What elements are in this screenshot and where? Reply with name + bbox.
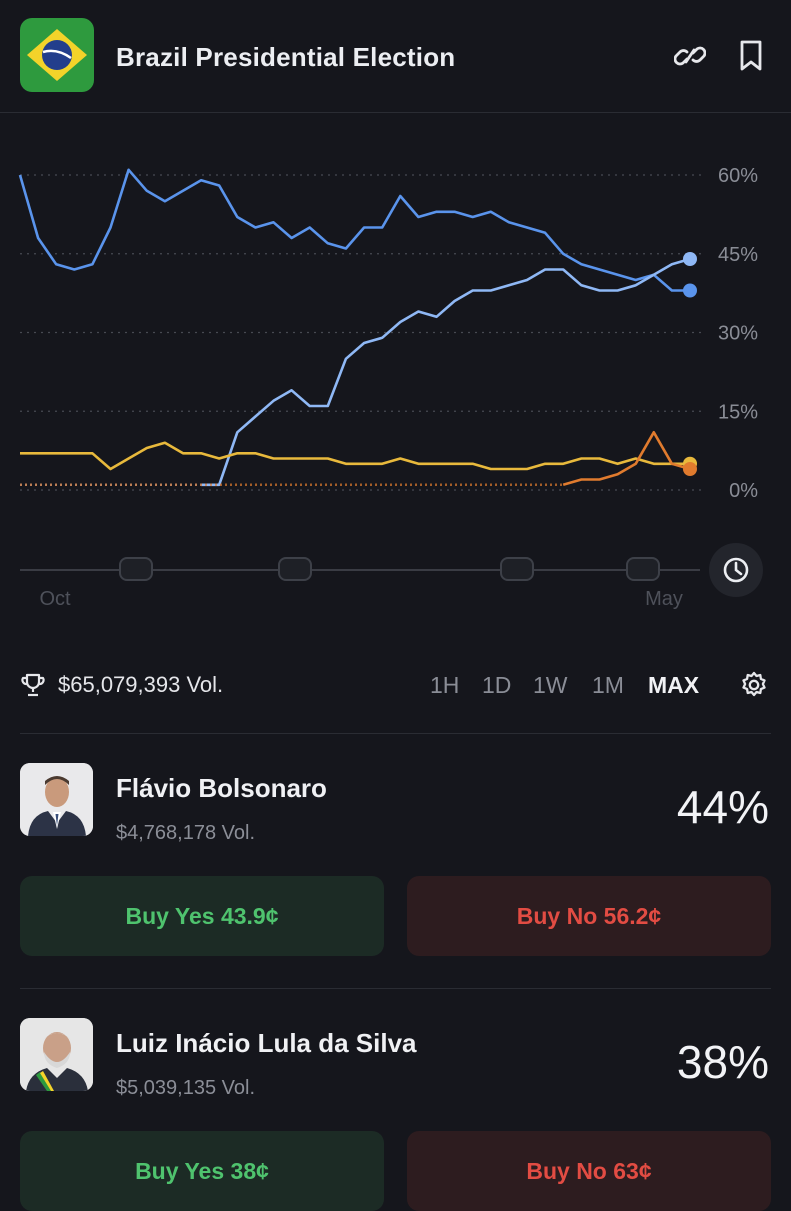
- total-volume: $65,079,393 Vol.: [58, 672, 224, 697]
- candidate-name: Luiz Inácio Lula da Silva: [116, 1028, 417, 1058]
- buy-no-button[interactable]: Buy No 56.2¢: [407, 876, 771, 956]
- buy-no-button[interactable]: Buy No 63¢: [407, 1131, 771, 1211]
- time-slider-handle[interactable]: [500, 557, 534, 581]
- trophy-icon: [20, 672, 46, 698]
- candidate-name: Flávio Bolsonaro: [116, 773, 327, 803]
- brazil-flag-icon: [20, 18, 94, 92]
- time-slider-handle[interactable]: [626, 557, 660, 581]
- avatar: [20, 1018, 93, 1091]
- candidate-percent: 38%: [676, 1036, 769, 1088]
- time-slider-handle[interactable]: [278, 557, 312, 581]
- series-end-point: [683, 283, 697, 298]
- candidate-volume: $4,768,178 Vol.: [116, 822, 256, 844]
- timeframe-1m[interactable]: 1M: [592, 672, 624, 698]
- candidate-percent: 44%: [676, 781, 769, 833]
- chart-svg: 60% 45% 30% 15% 0% Oct May: [18, 165, 758, 610]
- y-tick-label: 30%: [718, 323, 758, 345]
- y-tick-label: 15%: [718, 401, 758, 423]
- candidate-volume: $5,039,135 Vol.: [116, 1077, 256, 1099]
- bookmark-icon[interactable]: [737, 38, 769, 74]
- timeframe-max[interactable]: MAX: [648, 672, 700, 698]
- series-line: [18, 168, 690, 292]
- clock-button[interactable]: [709, 543, 763, 597]
- series-line: [201, 257, 691, 487]
- buy-yes-button[interactable]: Buy Yes 38¢: [20, 1131, 384, 1211]
- divider: [20, 733, 771, 734]
- gear-icon[interactable]: [739, 670, 769, 700]
- page-title: Brazil Presidential Election: [116, 42, 456, 72]
- market-header: Brazil Presidential Election: [0, 0, 791, 113]
- link-icon[interactable]: [673, 38, 707, 74]
- x-tick-label: May: [645, 588, 683, 610]
- avatar: [20, 763, 93, 836]
- time-slider-handle[interactable]: [119, 557, 153, 581]
- clock-icon: [723, 557, 749, 583]
- timeframe-1d[interactable]: 1D: [482, 672, 512, 698]
- price-chart[interactable]: 60% 45% 30% 15% 0% Oct May: [0, 115, 791, 640]
- series-end-point: [683, 252, 697, 266]
- buy-yes-button[interactable]: Buy Yes 43.9¢: [20, 876, 384, 956]
- series-end-point: [683, 462, 697, 476]
- divider: [20, 988, 771, 989]
- y-tick-label: 60%: [718, 165, 758, 187]
- chart-controls: $65,079,393 Vol. 1H 1D 1W 1M MAX: [0, 660, 791, 710]
- y-tick-label: 0%: [729, 480, 758, 502]
- timeframe-1w[interactable]: 1W: [533, 672, 568, 698]
- series-line: [562, 430, 691, 487]
- x-tick-label: Oct: [39, 588, 71, 610]
- y-tick-label: 45%: [718, 244, 758, 266]
- timeframe-1h[interactable]: 1H: [430, 672, 460, 698]
- series-line: [20, 441, 690, 471]
